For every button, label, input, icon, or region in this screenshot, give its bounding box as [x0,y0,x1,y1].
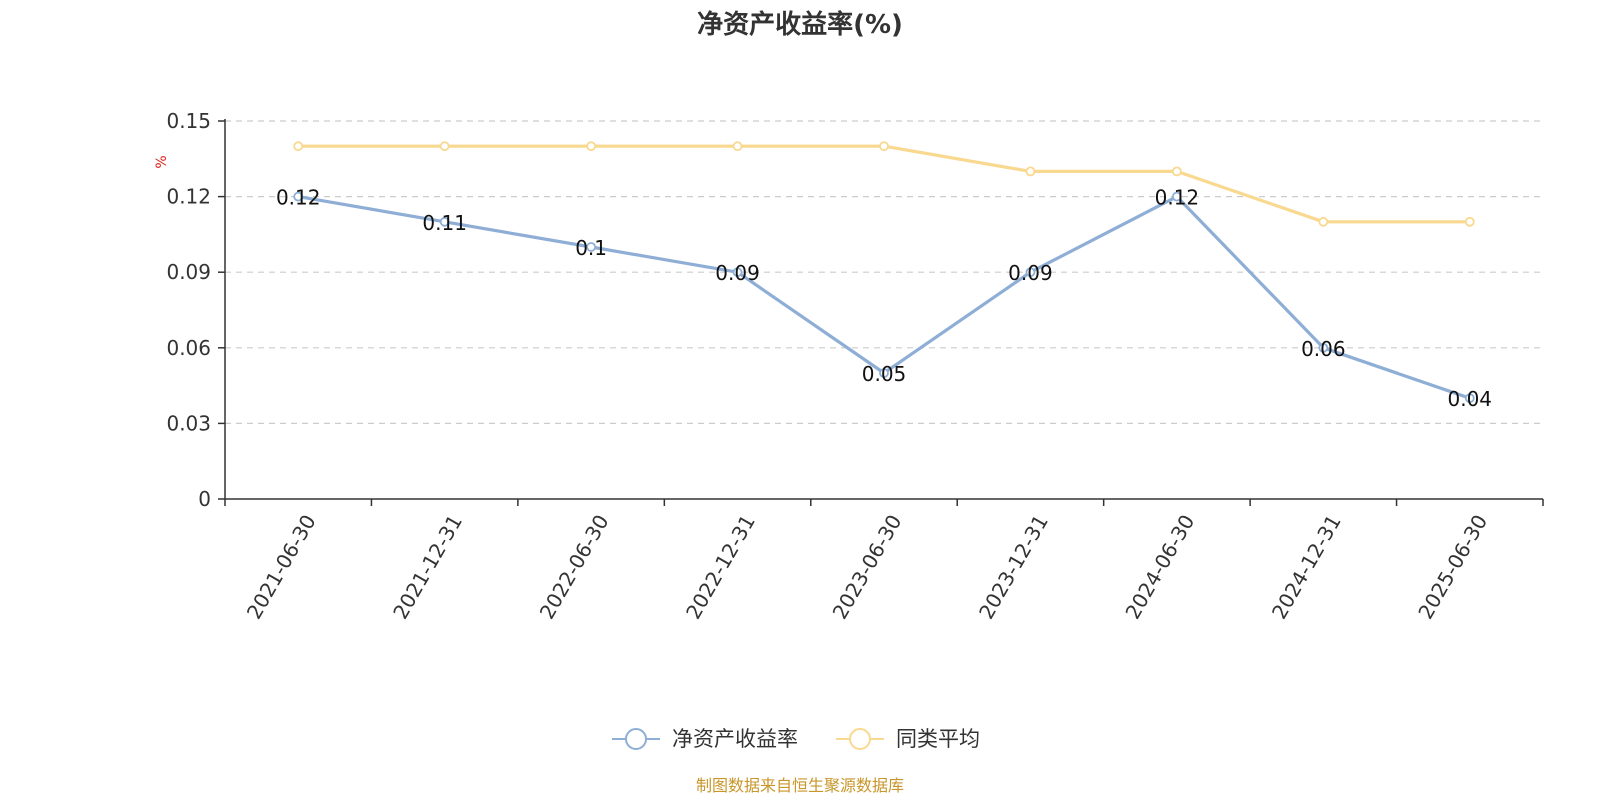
data-point-roe [293,191,304,202]
legend-label-peer-average: 同类平均 [896,727,980,751]
data-label-roe: 0.1 [575,236,607,260]
data-point-roe [1318,342,1329,353]
data-label-roe: 0.11 [422,211,467,235]
source-note: 制图数据来自恒生聚源数据库 [696,776,904,795]
y-tick-label: 0 [198,487,211,511]
axes: 0 0.03 0.06 0.09 0.12 0.15 2021-06-30 2021-12-3… [166,109,1544,624]
data-point-peer-average [439,141,450,152]
x-tick-label: 2024-06-30 [1120,511,1199,624]
data-point-peer-average [1171,166,1182,177]
y-tick-label: 0.15 [166,109,211,133]
data-point-roe [439,216,450,227]
data-point-peer-average [1464,216,1475,227]
x-tick-label: 2024-12-31 [1267,511,1346,624]
data-point-peer-average [1318,216,1329,227]
legend: 净资产收益率 同类平均 [612,727,980,751]
x-tick-label: 2022-12-31 [681,511,760,624]
data-point-peer-average [293,141,304,152]
legend-label-roe: 净资产收益率 [672,727,798,751]
data-label-roe: 0.09 [715,261,760,285]
legend-circle-icon [625,728,647,750]
data-label-roe: 0.04 [1448,387,1493,411]
data-point-peer-average [1025,166,1036,177]
legend-circle-icon [849,728,871,750]
data-label-roe: 0.12 [1155,186,1200,210]
series-line-peer-average [298,144,1470,224]
y-tick-label: 0.12 [166,185,211,209]
data-label-roe: 0.09 [1008,261,1053,285]
data-point-peer-average [586,141,597,152]
legend-item-roe[interactable]: 净资产收益率 [612,727,798,751]
data-labels: 0.12 0.11 0.1 0.09 0.05 0.09 0.12 0.06 0.04 [276,186,1492,412]
data-label-roe: 0.05 [862,362,907,386]
x-tick-label: 2023-06-30 [828,511,907,624]
x-tick-label: 2023-12-31 [974,511,1053,624]
y-tick-label: 0.03 [166,411,211,435]
y-tick-label: 0.06 [166,336,211,360]
y-tick-label: 0.09 [166,260,211,284]
legend-item-peer-average[interactable]: 同类平均 [836,727,980,751]
data-point-roe [732,267,743,278]
data-point-roe [586,242,597,252]
x-tick-label: 2022-06-30 [535,511,614,624]
y-axis-unit-label: % [154,155,170,168]
data-point-roe [1171,191,1182,202]
data-point-roe [879,368,889,378]
x-tick-label: 2021-06-30 [242,511,321,624]
data-label-roe: 0.12 [276,186,321,210]
data-point-peer-average [732,141,743,152]
series-lines [293,141,1475,404]
data-point-peer-average [879,141,889,152]
data-point-roe [1464,393,1475,404]
x-tick-label: 2021-12-31 [388,510,467,623]
x-tick-label: 2025-06-30 [1413,511,1492,624]
data-point-roe [1025,267,1036,278]
data-label-roe: 0.06 [1301,337,1346,361]
chart-title: 净资产收益率(%) [697,9,903,40]
